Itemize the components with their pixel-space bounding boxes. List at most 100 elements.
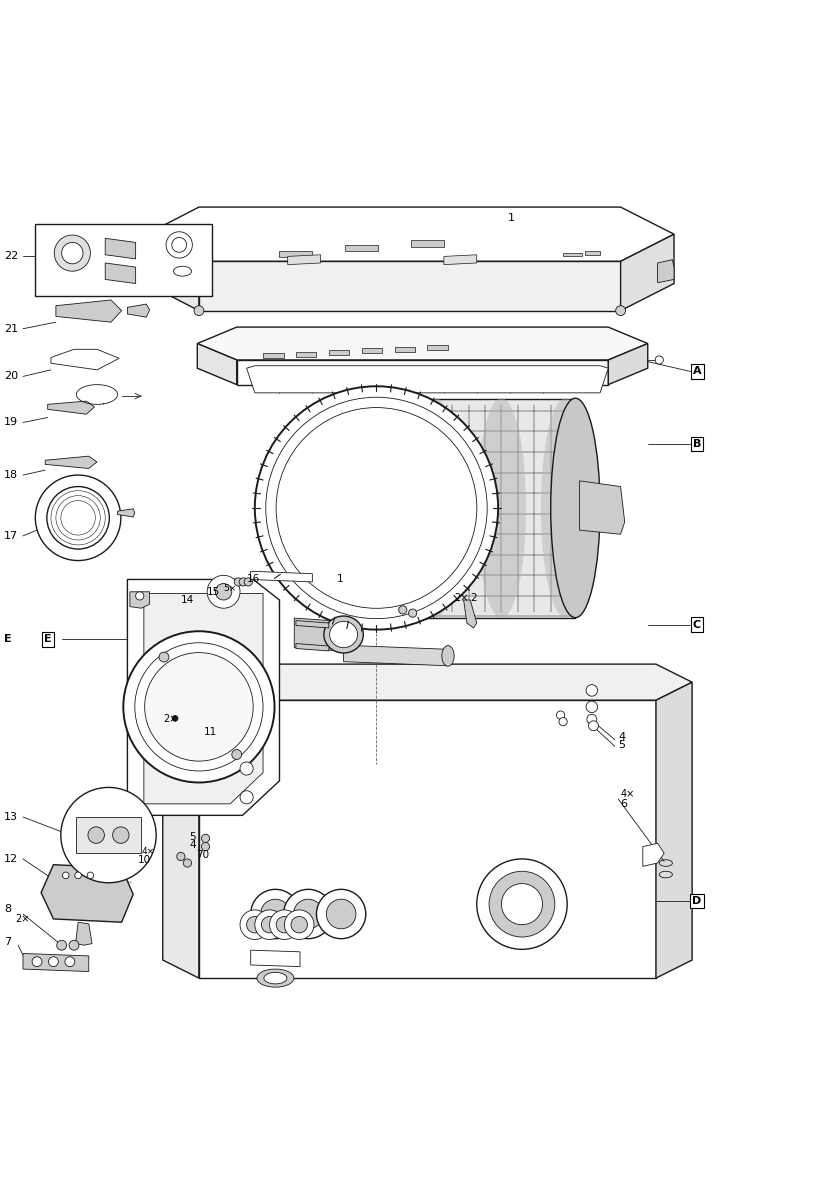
Text: 4×: 4× xyxy=(141,847,155,856)
Circle shape xyxy=(586,701,598,713)
Polygon shape xyxy=(263,353,284,359)
Polygon shape xyxy=(376,398,575,618)
Polygon shape xyxy=(127,580,279,815)
Circle shape xyxy=(201,834,210,842)
Circle shape xyxy=(556,710,565,719)
Polygon shape xyxy=(48,401,95,414)
Circle shape xyxy=(244,578,252,586)
Text: 1: 1 xyxy=(337,575,344,584)
Text: 17: 17 xyxy=(4,530,18,541)
Text: 10: 10 xyxy=(138,854,151,865)
Circle shape xyxy=(284,889,333,938)
Polygon shape xyxy=(329,350,349,355)
Ellipse shape xyxy=(411,398,460,618)
Circle shape xyxy=(113,827,129,844)
Circle shape xyxy=(261,899,290,929)
Text: 21: 21 xyxy=(4,324,18,334)
Ellipse shape xyxy=(551,398,600,618)
Circle shape xyxy=(276,917,293,932)
Circle shape xyxy=(293,899,323,929)
Circle shape xyxy=(88,827,104,844)
Polygon shape xyxy=(296,643,329,650)
Circle shape xyxy=(177,852,185,860)
Text: 8: 8 xyxy=(4,904,12,914)
Circle shape xyxy=(326,899,356,929)
Circle shape xyxy=(501,883,543,925)
Text: 5×: 5× xyxy=(224,584,237,593)
Circle shape xyxy=(234,578,242,586)
Circle shape xyxy=(255,910,284,940)
Polygon shape xyxy=(427,346,448,350)
Polygon shape xyxy=(294,618,344,650)
Text: E: E xyxy=(44,635,52,644)
Ellipse shape xyxy=(255,386,498,630)
Circle shape xyxy=(159,652,169,662)
Polygon shape xyxy=(411,240,444,246)
Polygon shape xyxy=(621,234,674,311)
Circle shape xyxy=(183,859,192,868)
Polygon shape xyxy=(144,594,263,804)
Polygon shape xyxy=(296,352,316,356)
Circle shape xyxy=(194,306,204,316)
Circle shape xyxy=(586,685,598,696)
Text: 6: 6 xyxy=(621,799,628,809)
Text: 2×: 2× xyxy=(15,914,29,924)
Circle shape xyxy=(69,941,79,950)
Polygon shape xyxy=(395,347,415,352)
Circle shape xyxy=(75,872,81,878)
Polygon shape xyxy=(76,817,141,853)
Polygon shape xyxy=(76,923,92,946)
Text: 4: 4 xyxy=(618,732,626,743)
Text: 22: 22 xyxy=(4,252,18,262)
Polygon shape xyxy=(118,509,135,517)
Circle shape xyxy=(589,721,598,731)
Ellipse shape xyxy=(256,970,294,988)
Polygon shape xyxy=(163,682,199,978)
Circle shape xyxy=(62,242,83,264)
Circle shape xyxy=(145,653,253,761)
Circle shape xyxy=(251,889,300,938)
Circle shape xyxy=(172,715,178,721)
Text: A: A xyxy=(693,366,701,377)
Text: 11: 11 xyxy=(204,726,217,737)
Text: 4: 4 xyxy=(189,840,196,850)
Polygon shape xyxy=(56,300,122,322)
Circle shape xyxy=(240,910,270,940)
Circle shape xyxy=(240,791,253,804)
Text: B: B xyxy=(693,439,701,449)
Circle shape xyxy=(62,872,69,878)
Polygon shape xyxy=(41,865,133,923)
Polygon shape xyxy=(130,592,150,608)
Polygon shape xyxy=(344,646,448,666)
Polygon shape xyxy=(296,620,329,628)
Circle shape xyxy=(240,762,253,775)
Text: 1: 1 xyxy=(508,212,515,223)
Polygon shape xyxy=(146,208,674,262)
Polygon shape xyxy=(197,343,237,385)
Circle shape xyxy=(57,941,67,950)
Polygon shape xyxy=(464,600,477,628)
Circle shape xyxy=(61,787,156,883)
Ellipse shape xyxy=(442,646,455,666)
Circle shape xyxy=(48,956,58,967)
Circle shape xyxy=(291,917,307,932)
Polygon shape xyxy=(563,253,582,257)
Circle shape xyxy=(65,956,75,967)
Polygon shape xyxy=(279,251,312,257)
Ellipse shape xyxy=(264,972,287,984)
Text: 12: 12 xyxy=(4,854,18,864)
Circle shape xyxy=(32,956,42,967)
Text: 2×: 2× xyxy=(455,593,469,604)
Polygon shape xyxy=(35,223,212,296)
Circle shape xyxy=(207,575,240,608)
Polygon shape xyxy=(288,254,321,265)
Polygon shape xyxy=(199,262,621,311)
Circle shape xyxy=(35,475,121,560)
Polygon shape xyxy=(345,245,378,252)
Circle shape xyxy=(135,643,263,770)
Circle shape xyxy=(247,917,263,932)
Text: 5: 5 xyxy=(618,740,626,750)
Circle shape xyxy=(123,631,275,782)
Text: 2: 2 xyxy=(470,593,477,604)
Text: 14: 14 xyxy=(181,595,194,605)
